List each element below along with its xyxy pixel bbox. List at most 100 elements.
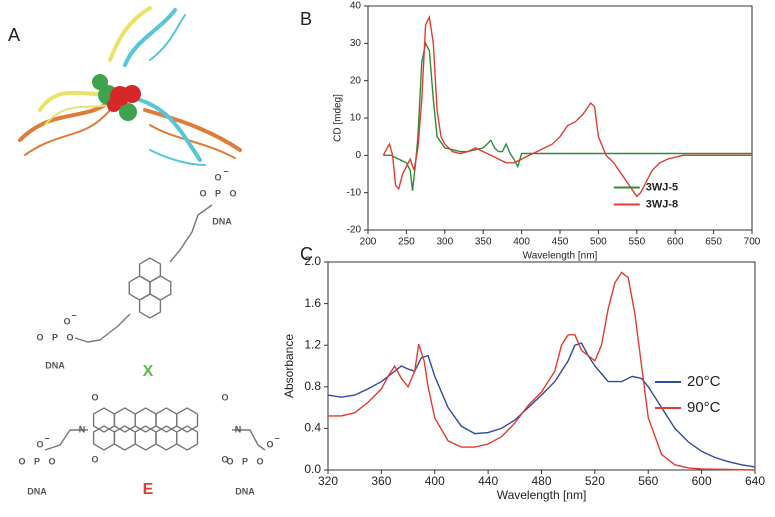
atom-label: O [36,332,43,342]
x-axis-label: Wavelength [nm] [523,251,598,262]
atom-label: N [79,424,86,434]
x-tick-label: 400 [513,237,530,248]
legend-label: 90°C [687,399,721,416]
ring [138,293,162,319]
atom-label: O [18,456,25,466]
atom-label: O [221,392,228,402]
x-tick-label: 600 [692,474,712,488]
x-tick-label: 600 [667,237,684,248]
y-tick-label: 1.2 [304,337,321,351]
ring [134,407,157,433]
y-tick-label: 20 [350,75,362,86]
structure-label: E [143,481,154,498]
atom-label: DNA [27,486,47,496]
x-tick-label: 320 [318,474,338,488]
x-tick-label: 650 [705,237,722,248]
atom-label: O [91,454,98,464]
panel-label: A [8,25,20,45]
atom-label: DNA [45,360,65,370]
plot-frame [367,5,753,231]
x-tick-label: 450 [552,237,569,248]
ring [92,407,116,433]
x-tick-label: 520 [585,474,605,488]
y-tick-label: 40 [350,1,362,12]
x-axis-label: Wavelength [nm] [497,488,587,502]
atom-label: O [66,332,73,342]
ring [134,425,157,451]
x-tick-label: 440 [478,474,498,488]
atom-label: O [256,456,263,466]
ring [92,425,116,451]
atom-label: − [71,310,76,320]
atom-label: O [48,456,55,466]
legend-label: 20°C [687,373,721,390]
x-tick-label: 300 [436,237,453,248]
y-tick-label: 2.0 [304,254,321,268]
x-tick-label: 560 [638,474,658,488]
atom-label: P [52,332,58,342]
panel-label: B [300,9,312,29]
atom-label: O [266,439,273,449]
ring [113,407,136,433]
atom-label: O [226,456,233,466]
x-tick-label: 480 [531,474,551,488]
atom-label: − [44,433,49,443]
y-axis-label: Absorbance [282,334,296,398]
bond [74,313,131,343]
x-tick-label: 250 [398,237,415,248]
ring [176,425,199,451]
x-tick-label: 640 [745,474,765,488]
bond [44,429,88,451]
atom-label: O [63,316,70,326]
dna-model [18,6,242,166]
x-tick-label: 350 [475,237,492,248]
y-tick-label: 0 [355,150,361,161]
ring [155,407,178,433]
atom-label: − [274,433,279,443]
atom-label: O [214,172,221,182]
atom-label: O [91,392,98,402]
panel-label: C [300,244,313,264]
y-tick-label: 0.8 [304,379,321,393]
x-tick-label: 200 [360,237,377,248]
ring [176,407,199,433]
data-line [382,14,752,198]
data-line [328,271,756,471]
structure-label: X [143,363,154,380]
x-tick-label: 500 [590,237,607,248]
atom-label: P [34,456,40,466]
atom-label: P [242,456,248,466]
y-tick-label: 0.0 [304,462,321,476]
atom-label: N [235,424,242,434]
atom-label: O [229,188,236,198]
atom-label: P [215,188,221,198]
y-tick-label: 0.4 [304,421,321,435]
atom-label: DNA [212,216,232,226]
y-tick-label: -10 [347,187,362,198]
atom-label: O [221,454,228,464]
y-tick-label: 30 [350,38,362,49]
y-tick-label: 1.6 [304,296,321,310]
x-tick-label: 360 [371,474,391,488]
y-tick-label: 10 [350,113,362,124]
bond [232,429,266,451]
x-tick-label: 700 [744,237,761,248]
x-tick-label: 400 [425,474,445,488]
y-tick-label: -20 [347,225,362,236]
data-line [327,342,756,468]
atom-label: O [199,188,206,198]
atom-label: O [36,439,43,449]
data-line [383,41,752,191]
x-tick-label: 550 [628,237,645,248]
y-axis-label: CD [mdeg] [333,94,344,142]
atom-label: DNA [235,486,255,496]
plot-frame [327,261,756,471]
ring [155,425,178,451]
atom-label: − [223,166,228,176]
ring [113,425,136,451]
bond [169,204,213,263]
legend-label: 3WJ-5 [646,181,678,193]
legend-label: 3WJ-8 [646,198,678,210]
